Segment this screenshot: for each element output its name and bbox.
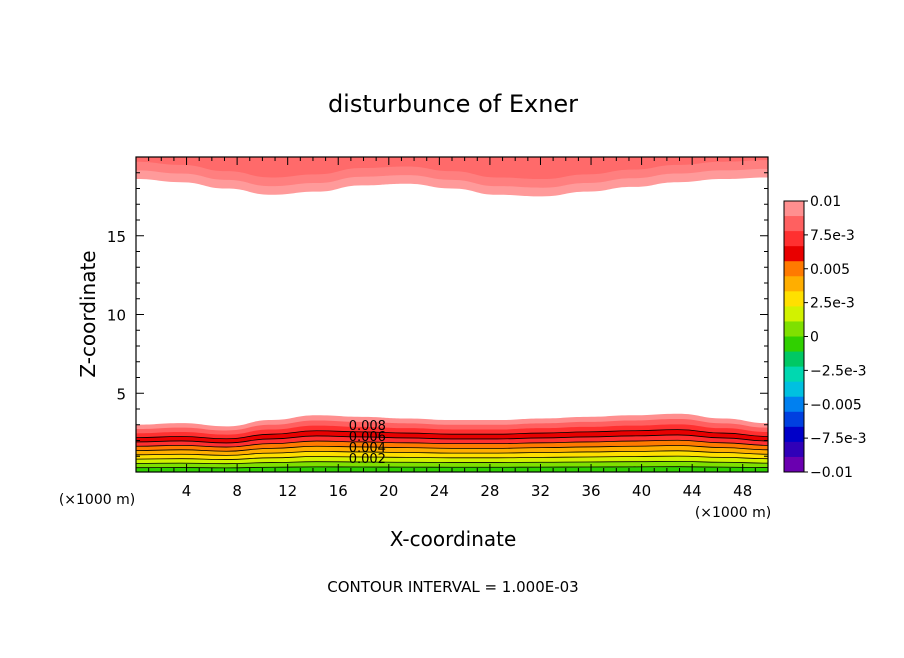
colorbar-swatch [784,306,804,322]
colorbar-swatch [784,366,804,383]
x-tick-label: 48 [733,482,752,500]
contour-line [135,429,769,440]
colorbar-swatch [784,381,804,398]
x-tick-label: 4 [182,482,192,500]
contour-label: 0.008 [349,419,386,434]
x-tick-label: 36 [581,482,600,500]
colorbar-label: 2.5e-3 [810,296,855,312]
y-axis-title: Z-coordinate [76,250,100,377]
x-unit-label: (×1000 m) [695,505,771,521]
colorbar-label: −7.5e-3 [810,431,867,447]
contour-line [135,434,769,444]
x-tick-label: 20 [379,482,398,500]
y-tick-label: 15 [107,228,126,246]
colorbar-label: −2.5e-3 [810,363,867,379]
top-contour-bands [136,157,768,197]
contour-interval-note: CONTOUR INTERVAL = 1.000E-03 [327,578,578,596]
bottom-contour-lines [135,429,769,469]
colorbar-label: −0.005 [810,397,862,413]
colorbar-swatch [784,276,804,292]
contour-band [136,157,768,180]
chart-title: disturbunce of Exner [328,90,578,118]
colorbar-label: 0 [810,330,819,346]
contour-line [135,466,769,469]
colorbar-swatch [784,441,804,458]
colorbar-label: 7.5e-3 [810,228,855,244]
x-tick-label: 40 [632,482,651,500]
colorbar-label: 0.005 [810,262,850,278]
contour-line [135,450,769,456]
colorbar-swatch [784,411,804,428]
contour-label: 0.006 [349,430,386,445]
colorbar-swatch [784,231,804,247]
x-tick-label: 24 [430,482,449,500]
contour-line [135,455,769,460]
x-tick-label: 32 [531,482,550,500]
colorbar-swatch [784,396,804,413]
y-tick-label: 10 [107,307,126,325]
contour-line [135,461,769,465]
y-unit-label: (×1000 m) [59,492,135,508]
colorbar-swatch [784,261,804,277]
x-tick-label: 16 [329,482,348,500]
y-tick-label: 5 [116,385,126,403]
x-tick-label: 28 [480,482,499,500]
colorbar: 0.01 7.5e-3 0.005 2.5e-3 0 −2.5e-3 −0.005 −7.5e… [783,194,867,481]
colorbar-swatch [784,426,804,443]
x-tick-label: 8 [232,482,242,500]
colorbar-swatch [784,351,804,368]
colorbar-swatch [784,336,804,353]
colorbar-swatch [784,291,804,307]
colorbar-swatch [784,201,804,217]
contour-label: 0.004 [349,441,386,456]
colorbar-swatch [784,456,804,473]
x-tick-label: 44 [683,482,702,500]
contour-label: 0.002 [349,452,386,467]
x-tick-label: 12 [278,482,297,500]
contour-line [135,445,769,452]
contour-line [135,439,769,448]
x-axis-title: X-coordinate [390,527,517,551]
colorbar-swatch [784,321,804,337]
colorbar-label: 0.01 [810,194,841,210]
colorbar-label: −0.01 [810,465,853,481]
colorbar-swatch [784,246,804,262]
colorbar-swatch [784,216,804,232]
